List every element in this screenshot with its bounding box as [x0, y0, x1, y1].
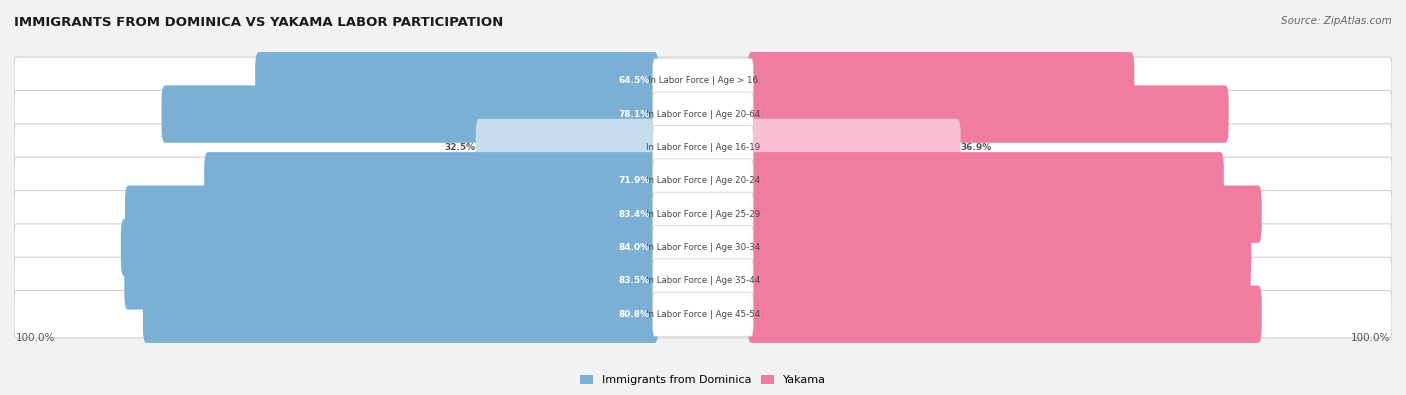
Text: 80.6%: 80.6%	[1270, 310, 1301, 319]
FancyBboxPatch shape	[254, 52, 658, 109]
Text: 83.4%: 83.4%	[619, 210, 650, 219]
FancyBboxPatch shape	[652, 292, 754, 336]
FancyBboxPatch shape	[748, 85, 1229, 143]
FancyBboxPatch shape	[652, 192, 754, 236]
Text: In Labor Force | Age 35-44: In Labor Force | Age 35-44	[645, 276, 761, 286]
Text: 32.5%: 32.5%	[444, 143, 475, 152]
FancyBboxPatch shape	[748, 252, 1251, 310]
Text: In Labor Force | Age 16-19: In Labor Force | Age 16-19	[645, 143, 761, 152]
FancyBboxPatch shape	[748, 119, 960, 176]
FancyBboxPatch shape	[162, 85, 658, 143]
Text: 36.9%: 36.9%	[960, 143, 991, 152]
Text: 71.9%: 71.9%	[617, 176, 650, 185]
FancyBboxPatch shape	[748, 152, 1223, 209]
FancyBboxPatch shape	[143, 286, 658, 343]
Text: In Labor Force | Age 20-64: In Labor Force | Age 20-64	[645, 109, 761, 118]
FancyBboxPatch shape	[652, 259, 754, 303]
Text: 75.1%: 75.1%	[1232, 176, 1263, 185]
Text: 100.0%: 100.0%	[1351, 333, 1391, 343]
FancyBboxPatch shape	[125, 186, 658, 243]
FancyBboxPatch shape	[652, 59, 754, 103]
Text: In Labor Force | Age 20-24: In Labor Force | Age 20-24	[645, 176, 761, 185]
FancyBboxPatch shape	[14, 190, 1392, 238]
Text: 79.1%: 79.1%	[1260, 243, 1291, 252]
FancyBboxPatch shape	[748, 186, 1261, 243]
FancyBboxPatch shape	[652, 159, 754, 203]
Text: Source: ZipAtlas.com: Source: ZipAtlas.com	[1281, 16, 1392, 26]
FancyBboxPatch shape	[748, 52, 1135, 109]
FancyBboxPatch shape	[14, 224, 1392, 271]
FancyBboxPatch shape	[14, 124, 1392, 171]
Text: 84.0%: 84.0%	[619, 243, 650, 252]
FancyBboxPatch shape	[748, 219, 1251, 276]
Text: 80.8%: 80.8%	[619, 310, 650, 319]
FancyBboxPatch shape	[652, 226, 754, 269]
Text: 75.8%: 75.8%	[1237, 109, 1268, 118]
Text: In Labor Force | Age 30-34: In Labor Force | Age 30-34	[645, 243, 761, 252]
FancyBboxPatch shape	[14, 291, 1392, 338]
Text: In Labor Force | Age > 16: In Labor Force | Age > 16	[648, 76, 758, 85]
Text: 78.1%: 78.1%	[619, 109, 650, 118]
FancyBboxPatch shape	[121, 219, 658, 276]
FancyBboxPatch shape	[204, 152, 658, 209]
FancyBboxPatch shape	[14, 257, 1392, 305]
Text: 64.5%: 64.5%	[619, 76, 650, 85]
FancyBboxPatch shape	[748, 286, 1261, 343]
Text: In Labor Force | Age 25-29: In Labor Force | Age 25-29	[645, 210, 761, 219]
FancyBboxPatch shape	[124, 252, 658, 310]
FancyBboxPatch shape	[475, 119, 658, 176]
FancyBboxPatch shape	[652, 126, 754, 169]
Text: 100.0%: 100.0%	[15, 333, 55, 343]
FancyBboxPatch shape	[14, 157, 1392, 205]
Text: 62.1%: 62.1%	[1143, 76, 1174, 85]
Text: IMMIGRANTS FROM DOMINICA VS YAKAMA LABOR PARTICIPATION: IMMIGRANTS FROM DOMINICA VS YAKAMA LABOR…	[14, 16, 503, 29]
Text: 80.6%: 80.6%	[1270, 210, 1301, 219]
Text: 83.5%: 83.5%	[619, 276, 650, 286]
FancyBboxPatch shape	[14, 90, 1392, 138]
FancyBboxPatch shape	[14, 57, 1392, 104]
Text: 79.0%: 79.0%	[1258, 276, 1289, 286]
FancyBboxPatch shape	[652, 92, 754, 136]
Legend: Immigrants from Dominica, Yakama: Immigrants from Dominica, Yakama	[575, 370, 831, 389]
Text: In Labor Force | Age 45-54: In Labor Force | Age 45-54	[645, 310, 761, 319]
